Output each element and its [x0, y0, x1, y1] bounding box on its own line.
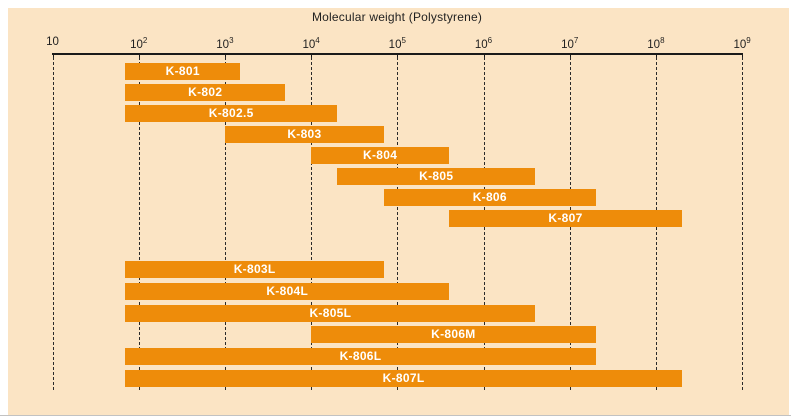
decade-gridline — [742, 57, 744, 390]
bar-k-804: K-804 — [311, 147, 450, 164]
bar-label: K-803 — [287, 127, 322, 141]
bar-label: K-806 — [472, 190, 507, 204]
decade-gridline — [224, 57, 226, 390]
decade-gridline — [52, 57, 54, 390]
x-tick-label: 106 — [474, 36, 493, 51]
x-tick-label: 105 — [388, 36, 406, 51]
bar-label: K-801 — [165, 64, 200, 78]
bar-k-806l: K-806L — [125, 348, 596, 366]
bar-k-804l: K-804L — [125, 282, 450, 300]
x-tick-label: 102 — [130, 36, 148, 51]
bar-label: K-804 — [363, 148, 398, 162]
decade-gridline — [138, 57, 140, 390]
bar-label: K-807L — [382, 371, 425, 385]
bar-k-805l: K-805L — [125, 304, 536, 322]
bar-label: K-804L — [266, 283, 309, 298]
bar-label: K-805 — [419, 169, 454, 183]
bar-label: K-802 — [188, 85, 223, 99]
chart-title: Molecular weight (Polystyrene) — [311, 10, 483, 24]
x-tick-label: 107 — [561, 36, 579, 51]
x-tick-label: 108 — [647, 36, 665, 51]
bar-label: K-806L — [339, 349, 382, 364]
bar-label: K-803L — [233, 262, 276, 276]
x-tick-label: 104 — [302, 36, 320, 51]
bar-label: K-806M — [431, 327, 476, 342]
x-tick-label: 10 — [46, 36, 59, 48]
bar-k-802: K-802 — [125, 84, 286, 101]
bar-label: K-807 — [548, 211, 583, 225]
bar-k-803l: K-803L — [125, 261, 384, 278]
bar-k-805: K-805 — [337, 168, 536, 185]
x-tick-label: 109 — [733, 36, 751, 51]
bar-k-802-5: K-802.5 — [125, 105, 338, 122]
decade-gridline — [397, 57, 399, 390]
bar-k-803: K-803 — [224, 126, 384, 143]
bar-k-807: K-807 — [449, 210, 682, 227]
bar-k-807l: K-807L — [125, 370, 682, 387]
x-axis-line — [52, 53, 743, 55]
bar-label: K-802.5 — [208, 106, 254, 120]
bar-k-806: K-806 — [383, 189, 596, 206]
x-tick-label: 103 — [216, 36, 234, 51]
bar-label: K-805L — [309, 305, 352, 320]
decade-gridline — [311, 57, 313, 390]
bar-k-806m: K-806M — [311, 326, 596, 344]
bar-k-801: K-801 — [125, 63, 241, 80]
